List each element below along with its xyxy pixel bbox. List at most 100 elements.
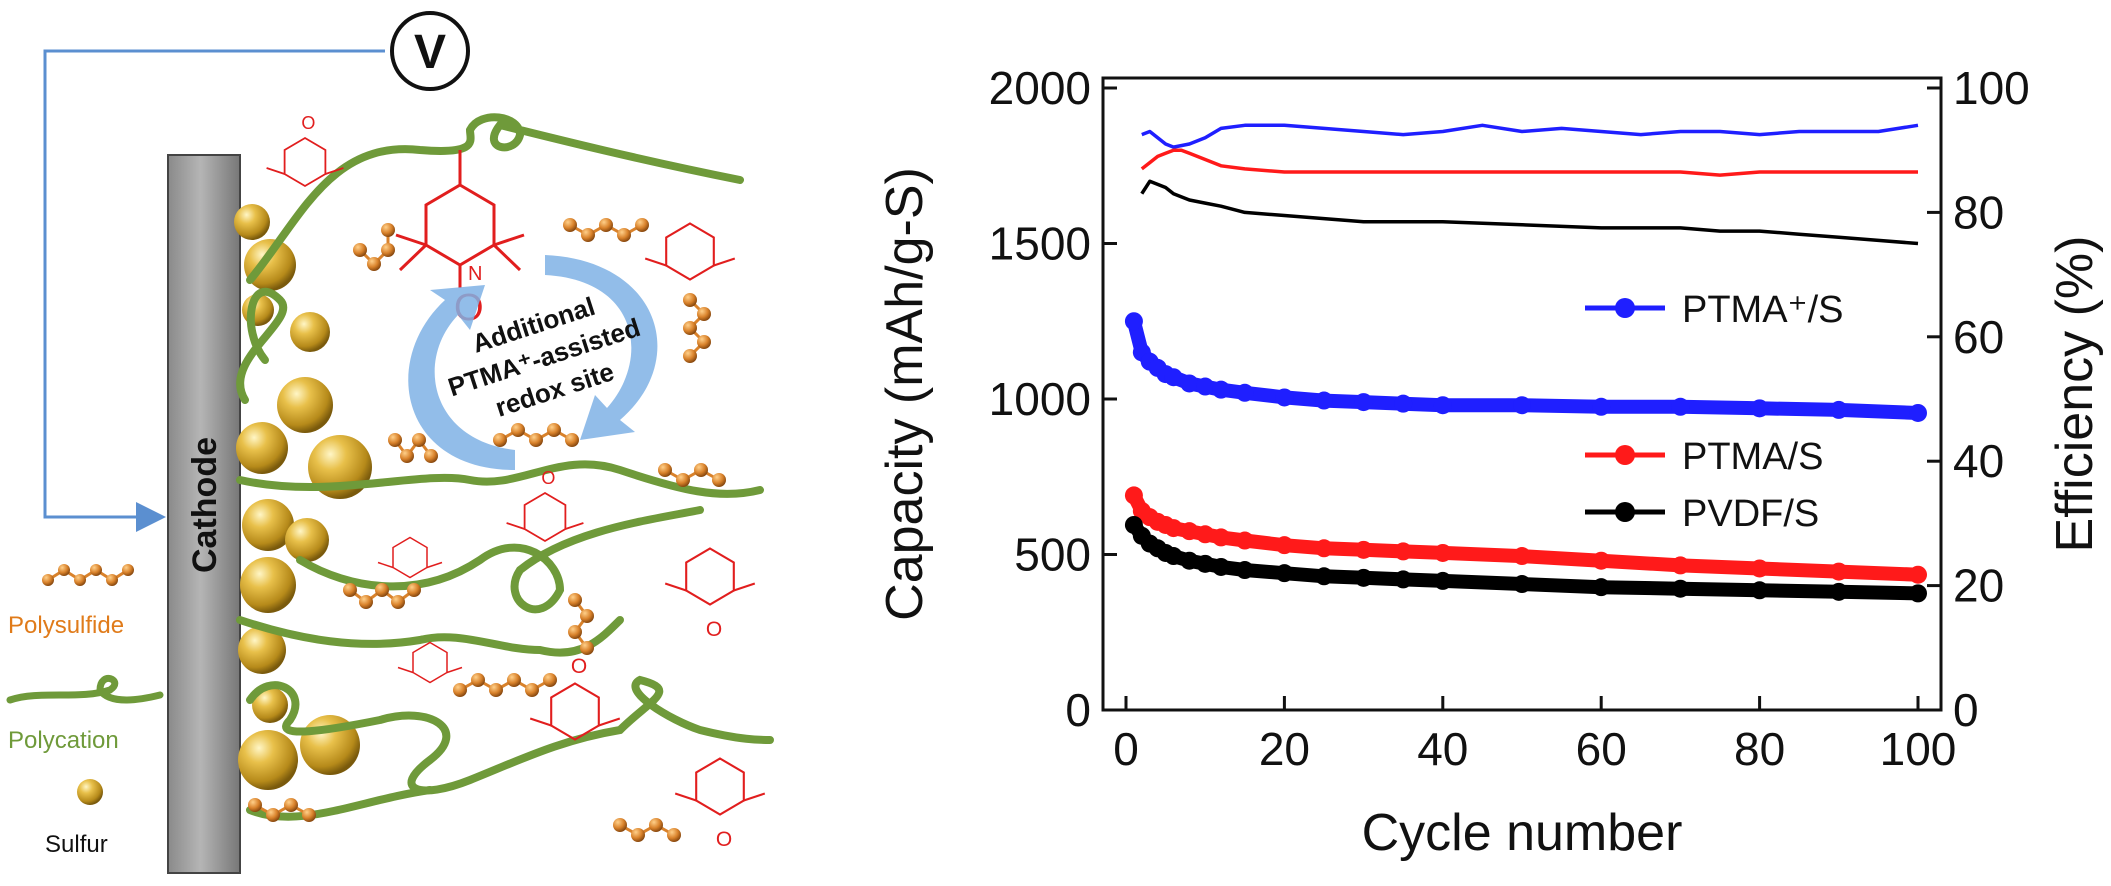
capacity-lines bbox=[1124, 312, 1927, 603]
sulfur-sphere-icon bbox=[244, 239, 296, 291]
nitroxide-ring-icon: O bbox=[506, 468, 584, 543]
cycle-arrow-icon bbox=[408, 285, 515, 470]
sulfur-sphere-icon bbox=[290, 312, 330, 352]
capacity-point-ptmas bbox=[1829, 400, 1848, 419]
capacity-point-ptmas bbox=[1671, 397, 1690, 416]
voltmeter-icon bbox=[390, 11, 470, 91]
capacity-point-ptmas bbox=[1164, 519, 1183, 538]
polysulfide-chain-icon bbox=[343, 583, 421, 609]
x-tick-label: 20 bbox=[1259, 723, 1310, 775]
legend-label: PVDF/S bbox=[1682, 493, 1819, 535]
legend-sulfur: Sulfur bbox=[45, 831, 108, 858]
capacity-point-pvdfs bbox=[1275, 564, 1294, 583]
nitroxide-ring-icon: O bbox=[674, 757, 766, 851]
sulfur-sphere-icon bbox=[238, 626, 286, 674]
polycation-strand-icon bbox=[6, 675, 164, 704]
polysulfide-chain-icon bbox=[613, 818, 681, 842]
polysulfide-chain-icon bbox=[683, 293, 711, 363]
capacity-point-ptmas bbox=[1909, 403, 1927, 422]
x-axis: 0 20 40 60 80 100 bbox=[1113, 696, 1956, 775]
schematic-panel: V Cathode bbox=[6, 11, 790, 874]
capacity-point-pvdfs bbox=[1180, 551, 1199, 570]
sulfur-sphere-icon bbox=[285, 518, 329, 562]
cycle-arrow-icon bbox=[545, 255, 658, 440]
legend-label: PTMA/S bbox=[1682, 436, 1823, 478]
capacity-point-ptmas bbox=[1196, 377, 1215, 396]
schematic-legend: Polysulfide Polycation Sulfur bbox=[6, 564, 164, 858]
capacity-point-pvdfs bbox=[1909, 584, 1927, 603]
left-y-axis-label: Capacity (mAh/g-S) bbox=[876, 167, 934, 621]
polycation-strands bbox=[236, 113, 774, 821]
left-y-tick-label: 2000 bbox=[989, 62, 1091, 114]
capacity-point-ptmas bbox=[1235, 531, 1254, 550]
nitroxide-ring-icon: O bbox=[529, 655, 621, 741]
capacity-point-ptmas bbox=[1180, 374, 1199, 393]
capacity-point-pvdfs bbox=[1513, 575, 1531, 594]
legend-polysulfide: Polysulfide bbox=[8, 612, 124, 639]
svg-text:O: O bbox=[301, 113, 315, 133]
svg-text:N: N bbox=[468, 263, 482, 285]
capacity-point-pvdfs bbox=[1394, 570, 1413, 589]
svg-text:O: O bbox=[706, 618, 722, 641]
capacity-point-pvdfs bbox=[1212, 557, 1231, 576]
right-y-tick-label: 40 bbox=[1953, 435, 2004, 487]
capacity-point-pvdfs bbox=[1750, 581, 1769, 600]
voltmeter-label: V bbox=[414, 26, 446, 79]
left-y-tick-label: 0 bbox=[1065, 684, 1091, 736]
sulfur-sphere-icon bbox=[252, 687, 288, 723]
legend-polycation: Polycation bbox=[8, 727, 119, 754]
left-y-tick-label: 500 bbox=[1014, 529, 1091, 581]
capacity-point-ptmas bbox=[1164, 368, 1183, 387]
sulfur-sphere-icon bbox=[77, 779, 103, 805]
capacity-point-pvdfs bbox=[1315, 567, 1333, 586]
capacity-point-ptmas bbox=[1750, 399, 1769, 418]
capacity-efficiency-chart: 0 20 40 60 80 100 0 500 1000 1500 2000 0 20 40 60 80 1… bbox=[876, 62, 2104, 862]
polysulfide-chain-icon bbox=[248, 798, 316, 822]
capacity-point-ptmas bbox=[1354, 393, 1373, 412]
capacity-point-ptmas bbox=[1671, 556, 1690, 575]
capacity-point-ptmas bbox=[1592, 551, 1611, 570]
legend-marker bbox=[1615, 502, 1635, 522]
capacity-point-ptmas bbox=[1513, 396, 1531, 415]
capacity-point-ptmas bbox=[1394, 542, 1413, 561]
x-axis-label: Cycle number bbox=[1362, 804, 1683, 862]
capacity-point-ptmas bbox=[1315, 539, 1333, 558]
nitroxide-ring-icon: O bbox=[664, 547, 756, 641]
svg-text:O: O bbox=[571, 655, 587, 678]
legend-marker bbox=[1615, 445, 1635, 465]
right-y-axis: 0 20 40 60 80 100 bbox=[1927, 62, 2030, 736]
sulfur-sphere-icon bbox=[234, 204, 270, 240]
plot-frame bbox=[1101, 76, 1943, 712]
nitroxide-ring-icon bbox=[644, 222, 736, 281]
capacity-point-pvdfs bbox=[1829, 582, 1848, 601]
polysulfide-chain-icon bbox=[658, 463, 726, 487]
capacity-point-ptmas bbox=[1212, 528, 1231, 547]
capacity-point-pvdfs bbox=[1196, 554, 1215, 573]
nitroxide-ring-icon bbox=[377, 536, 443, 579]
capacity-point-ptmas bbox=[1513, 547, 1531, 566]
capacity-point-ptmas bbox=[1275, 536, 1294, 555]
circuit-wire bbox=[43, 49, 385, 532]
capacity-point-pvdfs bbox=[1354, 568, 1373, 587]
capacity-point-pvdfs bbox=[1235, 561, 1254, 580]
x-tick-label: 100 bbox=[1880, 723, 1957, 775]
capacity-point-ptmas bbox=[1212, 380, 1231, 399]
efficiency-line-ptmas bbox=[1140, 148, 1918, 177]
polysulfide-chain-icon bbox=[388, 433, 438, 463]
sulfur-sphere-icon bbox=[242, 499, 294, 551]
voltmeter: V bbox=[390, 11, 470, 91]
efficiency-line-pvdfs bbox=[1140, 179, 1919, 246]
capacity-point-pvdfs bbox=[1671, 579, 1690, 598]
x-tick-label: 40 bbox=[1417, 723, 1468, 775]
polysulfide-chain-icon bbox=[353, 223, 395, 271]
capacity-point-pvdfs bbox=[1164, 547, 1183, 566]
capacity-point-pvdfs bbox=[1433, 571, 1452, 590]
capacity-point-ptmas bbox=[1124, 312, 1143, 331]
sulfur-sphere-icon bbox=[238, 730, 298, 790]
x-tick-label: 0 bbox=[1113, 723, 1139, 775]
sulfur-sphere-icon bbox=[236, 422, 288, 474]
capacity-point-ptmas bbox=[1829, 562, 1848, 581]
capacity-point-pvdfs bbox=[1592, 578, 1611, 597]
polysulfide-chain-icon bbox=[563, 218, 649, 242]
capacity-point-ptmas bbox=[1433, 396, 1452, 415]
